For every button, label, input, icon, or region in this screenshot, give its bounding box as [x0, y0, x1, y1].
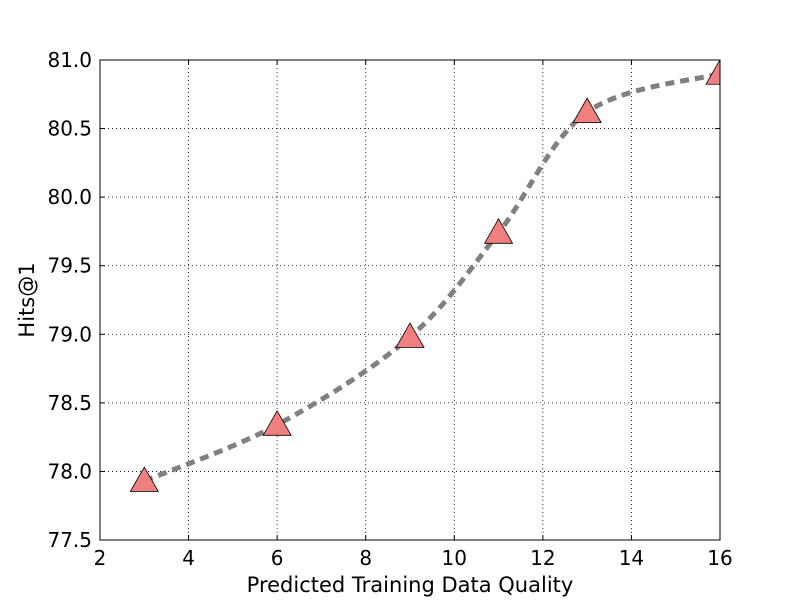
- data-point-marker: [483, 217, 514, 244]
- y-tick-label: 77.5: [47, 528, 92, 552]
- y-tick-label: 79.0: [47, 322, 92, 346]
- data-point-marker: [572, 97, 602, 124]
- data-point-marker: [129, 466, 159, 492]
- data-point-marker: [395, 322, 425, 348]
- series-line: [143, 71, 720, 484]
- x-tick-label: 2: [94, 546, 107, 570]
- y-tick-label: 80.5: [47, 117, 92, 141]
- x-tick-label: 8: [359, 546, 372, 570]
- x-tick-label: 12: [530, 546, 555, 570]
- x-tick-label: 4: [182, 546, 195, 570]
- y-tick-label: 79.5: [47, 254, 92, 278]
- y-tick-label: 81.0: [47, 48, 92, 72]
- x-tick-label: 14: [619, 546, 644, 570]
- plot-frame: [99, 59, 721, 541]
- x-axis-label: Predicted Training Data Quality: [247, 573, 574, 597]
- series: [129, 60, 720, 492]
- x-tick-label: 6: [271, 546, 284, 570]
- y-tick-label: 80.0: [47, 185, 92, 209]
- x-tick-label: 16: [707, 546, 732, 570]
- data-point-marker: [705, 60, 720, 85]
- y-tick-label: 78.0: [47, 459, 92, 483]
- ticks: 2 4 6 8 10 12 14 16 77.5 78.0 78.5 79.0 79.5 80.0 80.5…: [47, 48, 732, 570]
- x-tick-label: 10: [442, 546, 467, 570]
- data-point-marker: [262, 409, 292, 436]
- grid: [100, 60, 720, 540]
- y-tick-label: 78.5: [47, 391, 92, 415]
- y-axis-label: Hits@1: [15, 262, 39, 337]
